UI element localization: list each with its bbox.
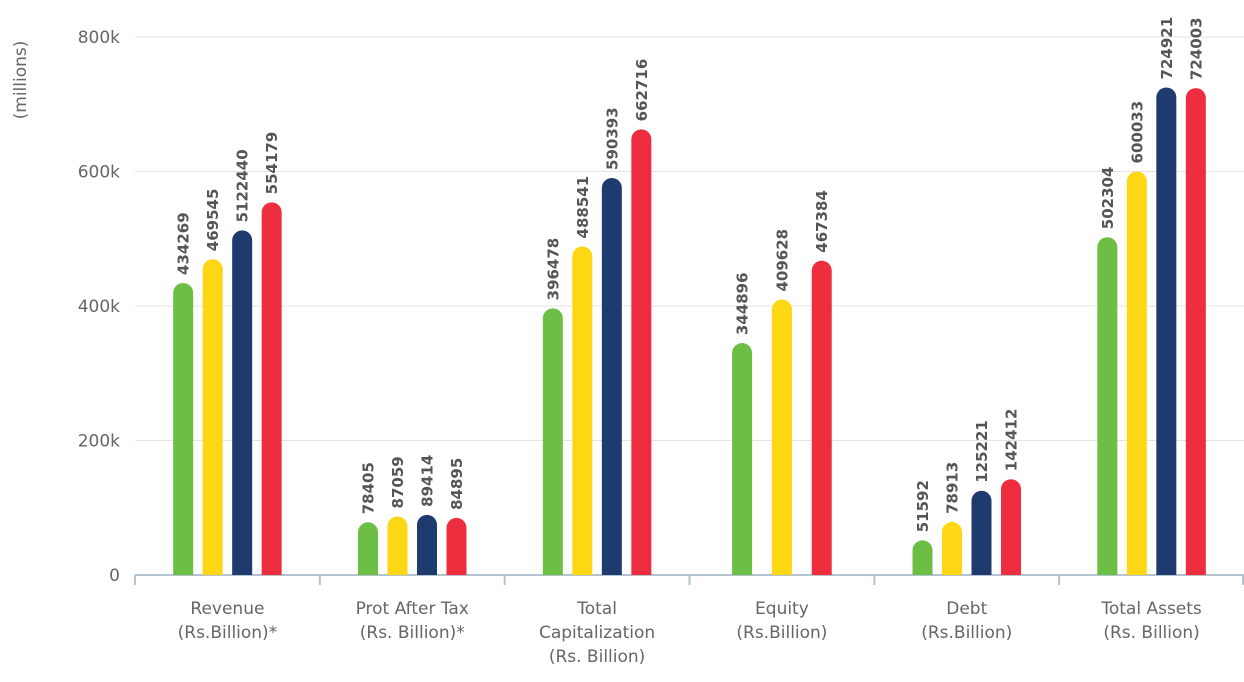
bar	[971, 490, 992, 575]
bar	[261, 202, 282, 575]
y-tick-label: 200k	[78, 432, 120, 452]
bar	[446, 517, 467, 575]
x-tick-label: Debt (Rs.Billion)	[921, 599, 1012, 643]
bar	[417, 514, 437, 575]
value-label: 724921	[1158, 17, 1176, 80]
value-label: 409628	[773, 229, 791, 292]
x-tick-line: (Rs.Billion)	[736, 623, 827, 643]
bar	[1185, 88, 1206, 576]
x-tick-line: (Rs. Billion)*	[360, 623, 465, 643]
x-tick-line: Debt	[946, 599, 987, 619]
value-label: 502304	[1099, 167, 1117, 230]
value-label: 724003	[1187, 17, 1205, 80]
bar	[542, 308, 563, 575]
x-tick-line: Prot After Tax	[356, 599, 469, 619]
value-label: 78913	[944, 462, 962, 514]
value-label: 434269	[175, 212, 193, 275]
bar	[1001, 479, 1021, 575]
bar	[173, 282, 194, 575]
bar	[202, 259, 223, 575]
bar	[601, 177, 622, 575]
bar	[811, 260, 832, 575]
bar	[942, 521, 962, 575]
x-tick-label: Total Assets (Rs. Billion)	[1100, 599, 1202, 643]
x-tick-line: Total Assets	[1100, 599, 1202, 619]
bar	[1126, 171, 1147, 575]
bar	[631, 129, 652, 575]
bar	[771, 299, 792, 575]
y-tick-label: 400k	[78, 297, 120, 317]
x-tick-line: Revenue	[190, 599, 264, 619]
value-label: 467384	[813, 190, 831, 253]
x-tick-line: Total	[576, 599, 617, 619]
value-label: 344896	[734, 272, 752, 335]
value-label: 84895	[448, 458, 466, 510]
value-label: 600033	[1128, 101, 1146, 164]
value-label: 590393	[603, 107, 621, 170]
value-label: 488541	[574, 176, 592, 239]
value-label: 469545	[204, 189, 222, 252]
bar	[912, 540, 933, 575]
value-label: 87059	[389, 456, 407, 508]
value-label: 662716	[633, 59, 651, 122]
bar	[732, 343, 753, 575]
value-label: 5122440	[234, 149, 252, 222]
bar	[1097, 237, 1118, 575]
value-label: 78405	[360, 462, 378, 514]
y-tick-label: 600k	[78, 163, 120, 183]
y-axis-title: (millions)	[11, 41, 31, 120]
value-label: 554179	[263, 132, 281, 195]
y-tick-label: 800k	[78, 28, 120, 48]
value-label: 142412	[1003, 409, 1021, 472]
y-tick-label: 0	[109, 566, 120, 586]
x-tick-line: (Rs. Billion)	[1103, 623, 1199, 643]
value-label: 89414	[419, 455, 437, 507]
x-tick-line: Equity	[755, 599, 809, 619]
bar	[387, 516, 408, 575]
bar	[232, 230, 253, 575]
x-tick-line: (Rs. Billion)	[549, 647, 645, 667]
x-tick-label: Total Capitalization (Rs. Billion)	[539, 599, 655, 667]
x-tick-line: Capitalization	[539, 623, 655, 643]
bar	[572, 246, 593, 575]
bar	[1156, 87, 1177, 575]
x-tick-label: Revenue (Rs.Billion)*	[178, 599, 278, 643]
value-label: 51592	[914, 480, 932, 532]
value-label: 396478	[544, 238, 562, 301]
x-tick-label: Equity (Rs.Billion)	[736, 599, 827, 643]
bar	[358, 522, 378, 575]
x-tick-line: (Rs.Billion)	[921, 623, 1012, 643]
value-label: 125221	[973, 420, 991, 483]
x-tick-label: Prot After Tax (Rs. Billion)*	[356, 599, 469, 643]
x-tick-line: (Rs.Billion)*	[178, 623, 278, 643]
